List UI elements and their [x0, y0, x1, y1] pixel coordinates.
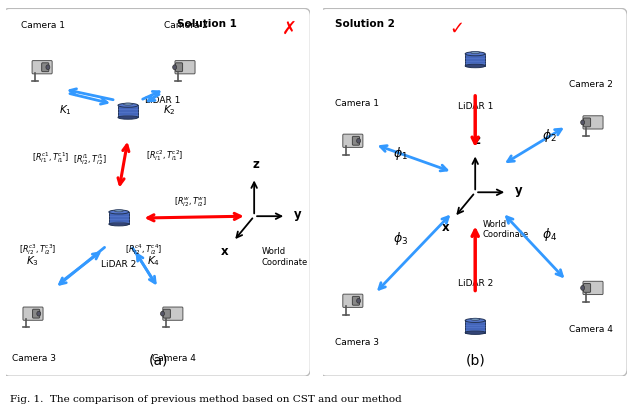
- Ellipse shape: [109, 210, 129, 214]
- Text: $[R_{l1}^{c1},T_{l1}^{c1}]$: $[R_{l1}^{c1},T_{l1}^{c1}]$: [32, 150, 70, 165]
- Text: $K_1$: $K_1$: [60, 103, 72, 117]
- FancyBboxPatch shape: [583, 281, 603, 295]
- Text: z: z: [474, 135, 480, 148]
- FancyBboxPatch shape: [33, 309, 40, 318]
- Text: Camera 1: Camera 1: [335, 99, 379, 108]
- Text: World
Coordinate: World Coordinate: [262, 247, 308, 267]
- Text: $K_3$: $K_3$: [26, 254, 38, 268]
- Text: LiDAR 2: LiDAR 2: [458, 279, 493, 288]
- Text: $\phi_3$: $\phi_3$: [393, 230, 408, 247]
- Text: $[R_{l2}^{c4},T_{l2}^{c4}]$: $[R_{l2}^{c4},T_{l2}^{c4}]$: [125, 242, 163, 257]
- Text: $\phi_1$: $\phi_1$: [393, 145, 408, 162]
- Ellipse shape: [470, 318, 480, 320]
- Text: $[R_{l2}^{c3},T_{l2}^{c3}]$: $[R_{l2}^{c3},T_{l2}^{c3}]$: [19, 242, 56, 257]
- Text: Camera 1: Camera 1: [21, 21, 65, 31]
- Text: Camera 4: Camera 4: [152, 354, 196, 363]
- Ellipse shape: [465, 319, 485, 322]
- Text: (b): (b): [465, 353, 485, 367]
- FancyBboxPatch shape: [175, 61, 195, 74]
- FancyBboxPatch shape: [163, 309, 170, 318]
- FancyBboxPatch shape: [353, 136, 360, 145]
- Text: $[R_{l1}^{c2},T_{l1}^{c2}]$: $[R_{l1}^{c2},T_{l1}^{c2}]$: [147, 148, 184, 163]
- Ellipse shape: [109, 222, 129, 226]
- Text: Camera 3: Camera 3: [335, 338, 379, 347]
- Text: x: x: [221, 245, 229, 258]
- Circle shape: [173, 65, 177, 70]
- Text: $K_4$: $K_4$: [147, 254, 161, 268]
- Ellipse shape: [465, 331, 485, 334]
- FancyBboxPatch shape: [584, 118, 591, 127]
- Text: $K_2$: $K_2$: [163, 103, 175, 117]
- Text: Camera 2: Camera 2: [569, 80, 612, 89]
- Text: LiDAR 2: LiDAR 2: [101, 260, 136, 269]
- Text: Fig. 1.  The comparison of previous method based on CST and our method: Fig. 1. The comparison of previous metho…: [10, 395, 401, 404]
- Ellipse shape: [118, 116, 138, 119]
- FancyBboxPatch shape: [175, 63, 182, 71]
- Text: y: y: [294, 208, 301, 221]
- Text: z: z: [252, 158, 259, 171]
- Circle shape: [46, 65, 50, 70]
- Text: ✓: ✓: [449, 19, 465, 37]
- Ellipse shape: [470, 51, 480, 54]
- Polygon shape: [118, 105, 138, 117]
- FancyBboxPatch shape: [353, 296, 360, 305]
- FancyBboxPatch shape: [343, 294, 363, 307]
- Circle shape: [36, 311, 41, 316]
- Text: LiDAR 1: LiDAR 1: [145, 96, 180, 105]
- Text: (a): (a): [148, 353, 168, 367]
- FancyBboxPatch shape: [320, 8, 627, 376]
- Text: $\phi_4$: $\phi_4$: [542, 226, 557, 243]
- FancyBboxPatch shape: [583, 116, 603, 129]
- Ellipse shape: [124, 103, 132, 105]
- Circle shape: [580, 285, 585, 291]
- Text: ✗: ✗: [282, 19, 297, 37]
- Text: $\phi_2$: $\phi_2$: [542, 127, 557, 144]
- Ellipse shape: [115, 210, 124, 212]
- Ellipse shape: [465, 64, 485, 68]
- FancyBboxPatch shape: [163, 307, 183, 320]
- FancyBboxPatch shape: [343, 134, 363, 148]
- FancyBboxPatch shape: [3, 8, 310, 376]
- Circle shape: [356, 138, 360, 143]
- FancyBboxPatch shape: [42, 63, 49, 71]
- FancyBboxPatch shape: [23, 307, 43, 320]
- Ellipse shape: [118, 103, 138, 107]
- FancyBboxPatch shape: [584, 283, 591, 292]
- FancyBboxPatch shape: [32, 61, 52, 74]
- Text: LiDAR 1: LiDAR 1: [458, 102, 493, 111]
- Circle shape: [580, 120, 585, 125]
- Polygon shape: [465, 54, 485, 66]
- Text: $[R_{l2}^{w},T_{l2}^{w}]$: $[R_{l2}^{w},T_{l2}^{w}]$: [173, 195, 207, 209]
- Text: x: x: [442, 221, 450, 234]
- Text: World
Coordinate: World Coordinate: [483, 220, 529, 239]
- Polygon shape: [109, 212, 129, 224]
- Text: Camera 2: Camera 2: [164, 21, 208, 31]
- Text: Camera 4: Camera 4: [569, 325, 612, 334]
- Text: Camera 3: Camera 3: [12, 354, 56, 363]
- Text: y: y: [515, 184, 522, 197]
- Text: Solution 1: Solution 1: [177, 19, 237, 29]
- Polygon shape: [465, 321, 485, 333]
- Circle shape: [161, 311, 164, 316]
- Circle shape: [356, 298, 360, 303]
- Ellipse shape: [465, 52, 485, 56]
- Text: $[R_{l2}^{l1},T_{l2}^{l1}]$: $[R_{l2}^{l1},T_{l2}^{l1}]$: [73, 152, 108, 167]
- Text: Solution 2: Solution 2: [335, 19, 396, 29]
